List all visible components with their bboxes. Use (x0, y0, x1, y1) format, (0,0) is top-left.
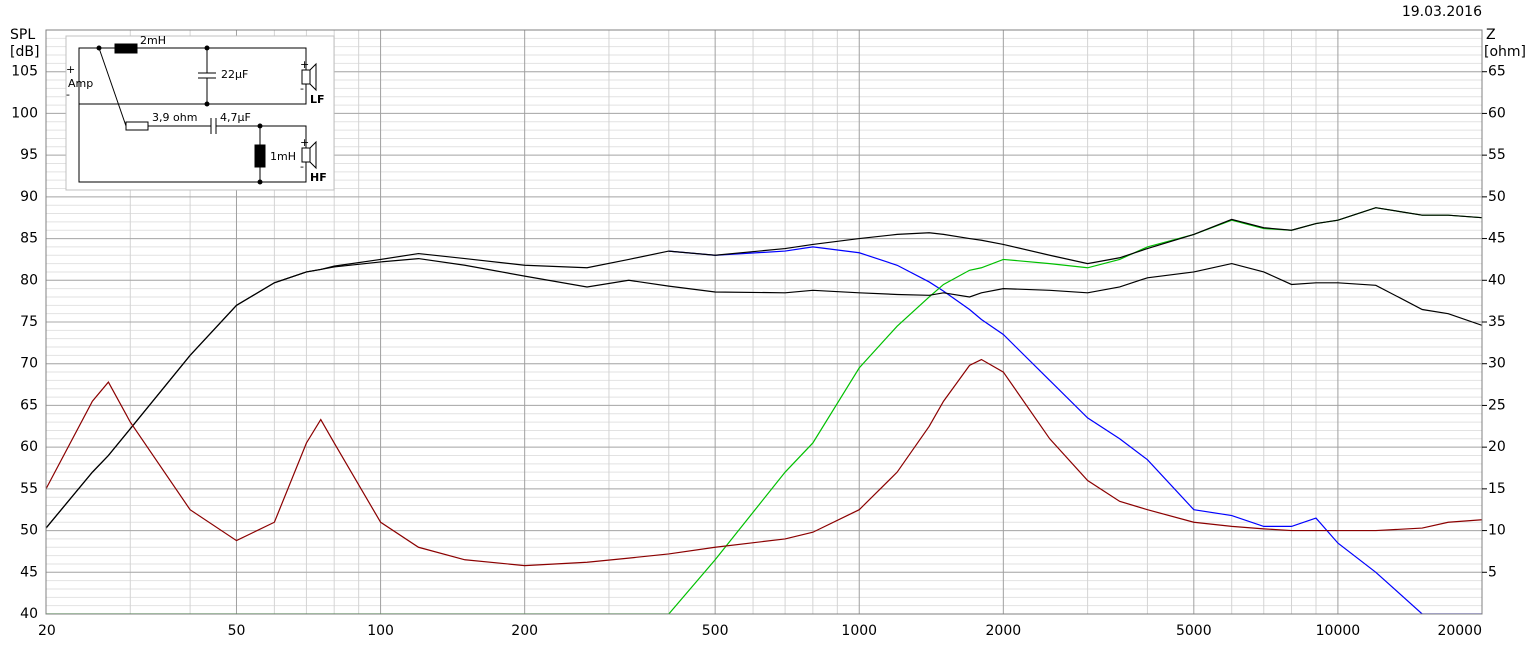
schematic-label: - (66, 88, 70, 101)
wire (78, 47, 115, 104)
schematic-label: + (300, 58, 309, 71)
wire (79, 84, 307, 105)
y-tick-label: 80 (20, 272, 38, 288)
schematic-label: Amp (68, 77, 93, 90)
x-tick-label: 2000 (986, 623, 1022, 639)
node (257, 123, 263, 129)
node (257, 179, 263, 185)
inductor (114, 43, 138, 54)
schematic-box (65, 35, 335, 191)
wire (78, 104, 307, 183)
y-tick-label: 55 (20, 481, 38, 497)
schematic-label: 22µF (221, 68, 248, 81)
y-tick-label: 40 (20, 606, 38, 622)
series-line (46, 358, 1482, 567)
x-tick-label: 100 (367, 623, 394, 639)
y2-axis-title: Z (1486, 27, 1496, 43)
speaker (301, 69, 311, 85)
inductor (254, 144, 266, 168)
y-tick-label: 75 (20, 314, 38, 330)
schematic-label: 3,9 ohm (152, 111, 197, 124)
y2-tick-label: 20 (1488, 439, 1506, 455)
y2-tick-label: 25 (1488, 397, 1506, 413)
y2-tick-label: 15 (1488, 481, 1506, 497)
y-tick-label: 45 (20, 564, 38, 580)
date: 19.03.2016 (1402, 4, 1482, 20)
x-tick-label: 1000 (841, 623, 877, 639)
y-tick-label: 85 (20, 231, 38, 247)
speaker-cone (309, 62, 317, 92)
x-tick-label: 500 (702, 623, 729, 639)
crossover-schematic: + Amp - 2mH 22µF + - LF 3,9 ohm 4,7µF 1m… (65, 34, 335, 191)
node (96, 45, 102, 51)
series-line (46, 207, 1482, 529)
x-tick-label: 50 (228, 623, 246, 639)
schematic-label: + (66, 63, 75, 76)
speaker (301, 147, 311, 163)
y2-tick-label: 40 (1488, 272, 1506, 288)
series-line (668, 246, 1482, 614)
y-tick-label: 50 (20, 523, 38, 539)
schematic-label: HF (310, 171, 327, 184)
y2-tick-label: 35 (1488, 314, 1506, 330)
y2-tick-label: 30 (1488, 356, 1506, 372)
schematic-label: 4,7µF (220, 111, 251, 124)
schematic-label: - (300, 82, 304, 95)
wire (137, 47, 307, 70)
x-tick-label: 200 (511, 623, 538, 639)
y2-tick-label: 65 (1488, 64, 1506, 80)
plot-lines (46, 207, 1482, 614)
y-tick-label: 100 (11, 105, 38, 121)
x-tick-label: 5000 (1176, 623, 1212, 639)
y-axis-unit: [dB] (10, 44, 39, 60)
y2-tick-label: 50 (1488, 189, 1506, 205)
y-tick-label: 60 (20, 439, 38, 455)
y2-tick-label: 5 (1488, 564, 1497, 580)
resistor (125, 121, 149, 131)
y-tick-label: 95 (20, 147, 38, 163)
y-tick-label: 65 (20, 397, 38, 413)
series-line (46, 257, 1482, 529)
y2-tick-label: 60 (1488, 105, 1506, 121)
y-tick-label: 105 (11, 64, 38, 80)
x-tick-label: 20000 (1437, 623, 1482, 639)
y-axis-title: SPL (10, 27, 35, 43)
x-tick-label: 10000 (1316, 623, 1361, 639)
y2-tick-label: 55 (1488, 147, 1506, 163)
node (204, 45, 210, 51)
labels: 19.03.2016 SPL [dB] Z [ohm] 40 45 50 55 60 65… (10, 4, 1526, 639)
y2-tick-label: 45 (1488, 231, 1506, 247)
schematic-label: 2mH (140, 34, 166, 47)
schematic-label: 1mH (270, 150, 296, 163)
y-tick-label: 70 (20, 356, 38, 372)
schematic-label: LF (310, 93, 325, 106)
node (204, 101, 210, 107)
y-tick-label: 90 (20, 189, 38, 205)
y2-axis-unit: [ohm] (1484, 44, 1526, 60)
series-line (46, 207, 1482, 614)
schematic-label: + (300, 136, 309, 149)
wire (98, 47, 127, 127)
speaker-cone (309, 140, 317, 170)
schematic-label: - (300, 160, 304, 173)
wire (216, 125, 307, 148)
y2-tick-label: 10 (1488, 523, 1506, 539)
x-tick-label: 20 (38, 623, 56, 639)
